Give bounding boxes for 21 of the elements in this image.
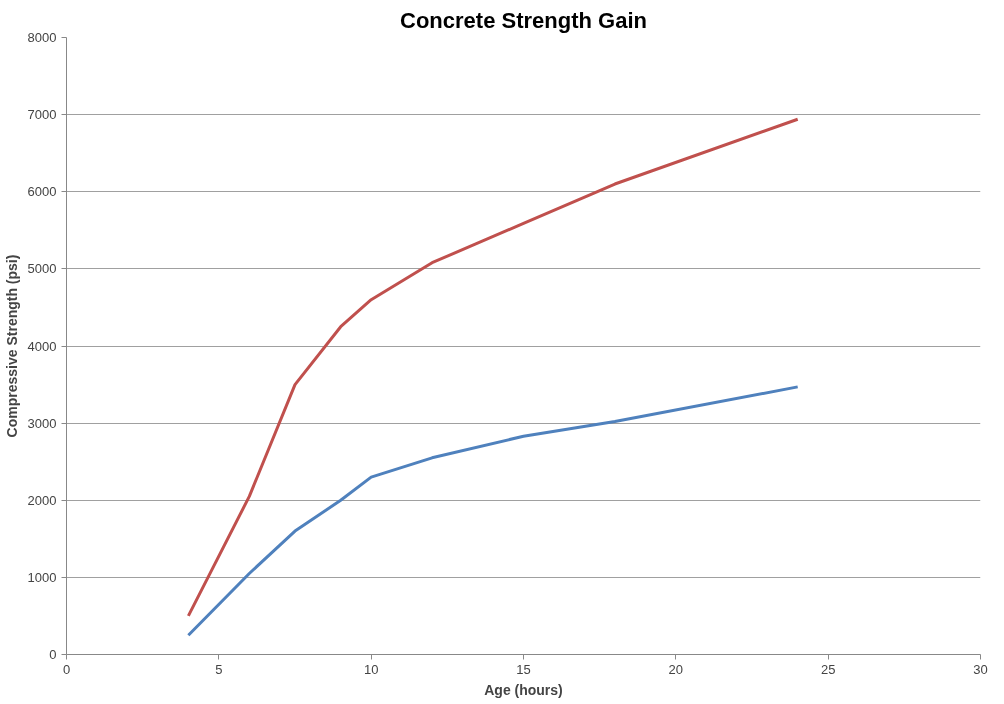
x-tick-label: 20 (668, 661, 684, 677)
chart-title: Concrete Strength Gain (400, 7, 647, 33)
x-tick-label: 0 (62, 661, 71, 677)
line-series (186, 385, 800, 637)
y-tick-label: 4000 (27, 338, 57, 354)
y-tick-label: 7000 (27, 107, 57, 123)
x-tick-label: 25 (820, 661, 836, 677)
y-tick-label: 0 (49, 647, 57, 662)
y-tick-label: 3000 (27, 415, 57, 431)
line-series (186, 117, 800, 618)
x-tick-label: 30 (973, 661, 988, 677)
x-tick-label: 5 (215, 661, 223, 677)
y-tick-label: 6000 (27, 184, 57, 200)
x-tick-label: 15 (516, 661, 531, 677)
y-axis-title: Compressive Strength (psi) (3, 254, 20, 438)
y-tick-label: 1000 (27, 569, 57, 585)
y-tick-label: 8000 (27, 30, 57, 45)
x-axis-title: Age (hours) (484, 681, 563, 698)
y-tick-label: 2000 (27, 492, 57, 508)
y-tick-label: 5000 (27, 261, 57, 277)
x-tick-label: 10 (363, 661, 379, 677)
